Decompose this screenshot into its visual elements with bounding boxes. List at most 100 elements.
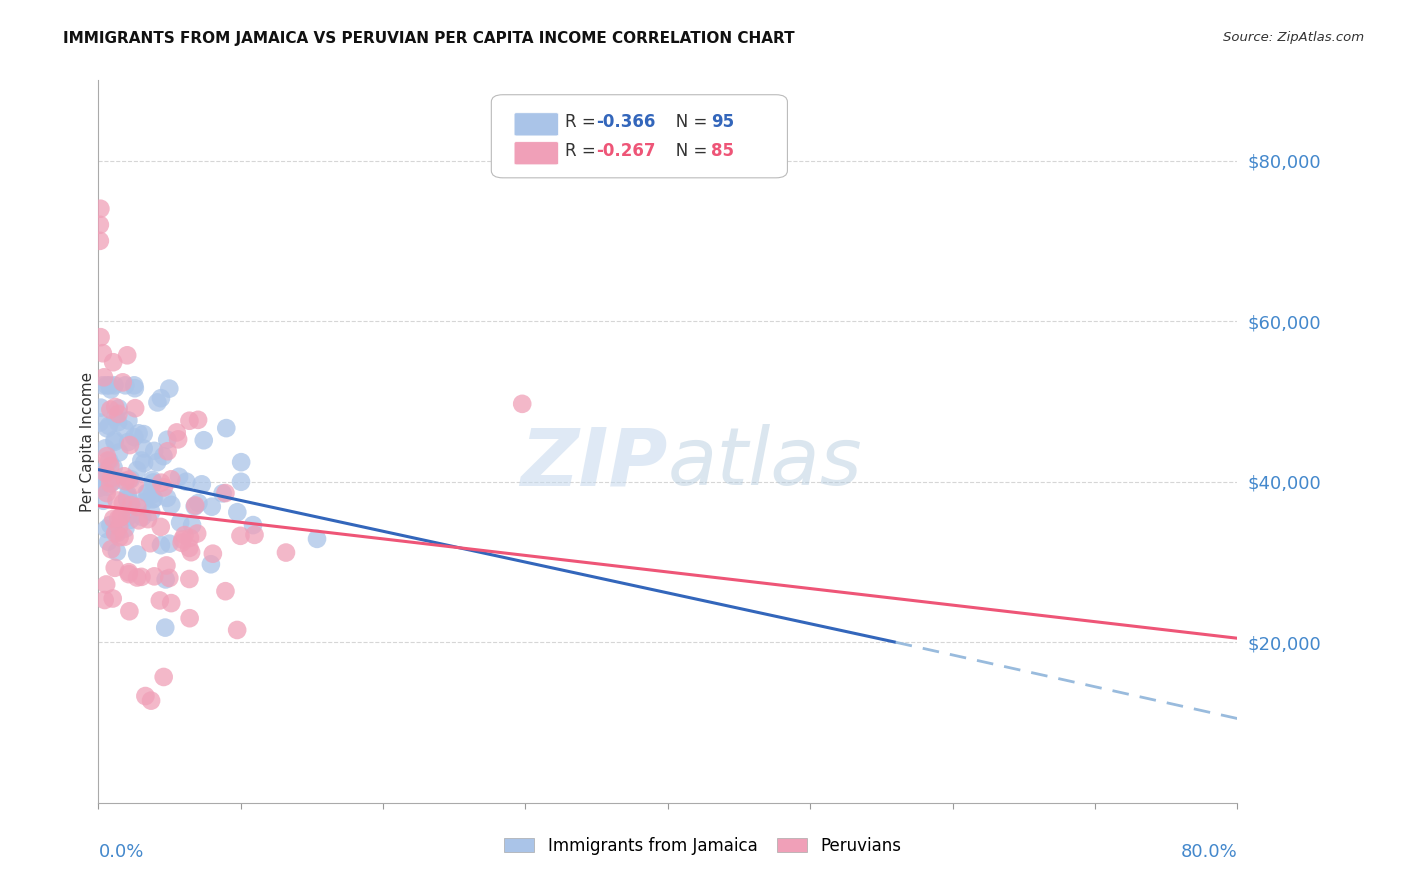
Point — [115, 492, 138, 507]
Text: ZIP: ZIP — [520, 425, 668, 502]
Point — [104, 434, 127, 449]
Point — [104, 433, 127, 447]
Point — [179, 414, 201, 428]
Point — [156, 491, 179, 505]
Point — [105, 526, 128, 541]
Point — [98, 378, 121, 392]
Point — [141, 505, 163, 519]
Point — [132, 442, 155, 456]
Text: Source: ZipAtlas.com: Source: ZipAtlas.com — [1223, 31, 1364, 45]
Point — [149, 391, 172, 405]
Point — [149, 593, 172, 607]
Point — [160, 472, 183, 486]
Point — [118, 473, 141, 487]
Point — [143, 443, 166, 458]
Point — [141, 473, 163, 487]
Point — [91, 346, 114, 360]
Point — [214, 584, 236, 599]
Point — [160, 498, 183, 512]
Point — [118, 566, 141, 580]
Point — [96, 486, 118, 500]
Point — [89, 481, 111, 495]
Point — [157, 536, 180, 550]
Point — [101, 355, 124, 369]
Text: -0.366: -0.366 — [596, 113, 655, 131]
Point — [169, 516, 191, 530]
Point — [112, 530, 135, 544]
Point — [193, 434, 215, 448]
Point — [100, 471, 122, 485]
Point — [112, 469, 135, 483]
Point — [93, 475, 115, 490]
Text: 0.0%: 0.0% — [98, 843, 143, 861]
Point — [110, 509, 132, 524]
Point — [98, 476, 121, 491]
Point — [157, 571, 180, 585]
Point — [100, 542, 122, 557]
Point — [134, 689, 156, 703]
Point — [141, 488, 163, 502]
Point — [229, 529, 252, 543]
Point — [124, 430, 146, 444]
Point — [103, 512, 125, 526]
Point — [179, 611, 201, 625]
Point — [98, 454, 121, 468]
Text: atlas: atlas — [668, 425, 863, 502]
Text: 85: 85 — [711, 142, 734, 160]
Point — [128, 513, 150, 527]
Point — [120, 498, 142, 512]
Point — [143, 569, 166, 583]
Point — [226, 505, 249, 519]
Point — [122, 378, 145, 392]
Point — [91, 466, 114, 480]
Text: 95: 95 — [711, 113, 734, 131]
Point — [96, 421, 118, 435]
Point — [100, 402, 122, 417]
Text: -0.267: -0.267 — [596, 142, 655, 160]
Point — [201, 500, 224, 514]
Point — [305, 532, 328, 546]
Point — [118, 438, 141, 452]
Point — [124, 401, 146, 416]
Point — [117, 487, 139, 501]
Point — [180, 545, 202, 559]
Point — [152, 449, 174, 463]
Point — [135, 486, 157, 500]
Point — [104, 410, 127, 425]
Point — [100, 476, 122, 491]
Point — [89, 218, 111, 232]
Point — [100, 518, 122, 533]
Y-axis label: Per Capita Income: Per Capita Income — [80, 371, 94, 512]
Point — [90, 401, 112, 415]
Point — [107, 401, 129, 416]
Point — [156, 433, 179, 447]
Point — [96, 522, 118, 536]
Text: IMMIGRANTS FROM JAMAICA VS PERUVIAN PER CAPITA INCOME CORRELATION CHART: IMMIGRANTS FROM JAMAICA VS PERUVIAN PER … — [63, 31, 794, 46]
Point — [98, 418, 121, 433]
Point — [127, 570, 149, 584]
Point — [112, 474, 135, 488]
FancyBboxPatch shape — [515, 112, 558, 136]
Text: R =: R = — [565, 113, 602, 131]
Point — [96, 577, 118, 591]
Point — [114, 522, 136, 536]
Point — [120, 513, 142, 527]
Point — [155, 558, 177, 573]
Point — [167, 433, 190, 447]
Point — [104, 526, 127, 541]
Point — [97, 534, 120, 549]
Point — [117, 489, 139, 503]
Point — [127, 500, 149, 514]
Point — [139, 693, 162, 707]
Point — [173, 528, 195, 542]
Text: N =: N = — [659, 142, 713, 160]
Point — [131, 453, 153, 467]
Point — [170, 535, 193, 549]
Point — [200, 558, 222, 572]
Point — [96, 480, 118, 494]
Point — [167, 470, 190, 484]
Point — [136, 486, 159, 500]
Point — [242, 518, 264, 533]
Point — [94, 466, 117, 480]
Point — [114, 422, 136, 436]
